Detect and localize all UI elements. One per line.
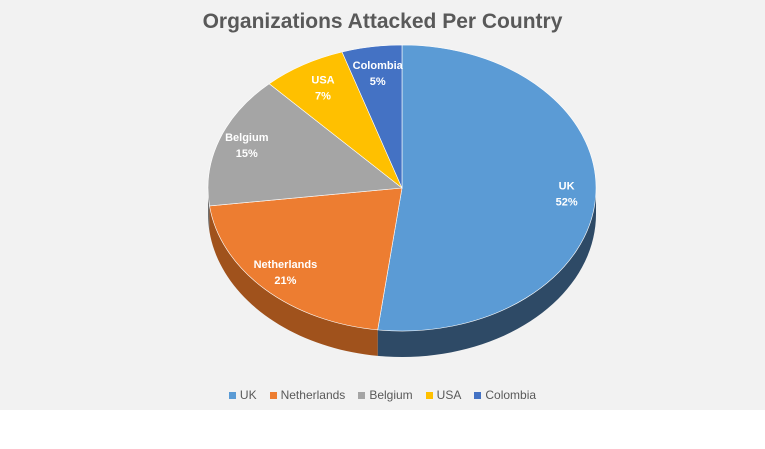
slice-netherlands <box>209 187 403 331</box>
slice-value-netherlands: 21% <box>274 275 296 287</box>
chart-title: Organizations Attacked Per Country <box>202 10 563 33</box>
legend-item-belgium: Belgium <box>358 388 413 402</box>
slice-side-uk <box>377 188 596 357</box>
legend-swatch-belgium <box>358 391 366 399</box>
slice-value-belgium: 15% <box>236 148 258 160</box>
legend-label-uk: UK <box>239 388 257 402</box>
slice-label-colombia: Colombia <box>353 60 404 72</box>
slice-uk <box>377 44 597 332</box>
slice-value-colombia: 5% <box>370 76 386 88</box>
pie-chart: UK 52% Netherlands 21% Belgium 15% USA 7% Colomb… <box>207 44 597 357</box>
slice-label-uk: UK <box>559 181 575 193</box>
slice-label-belgium: Belgium <box>225 132 269 144</box>
legend-item-colombia: Colombia <box>474 388 536 402</box>
slice-value-uk: 52% <box>556 197 578 209</box>
slice-side-netherlands <box>209 205 378 356</box>
legend-label-belgium: Belgium <box>369 388 413 402</box>
legend-swatch-colombia <box>474 391 482 399</box>
legend-item-netherlands: Netherlands <box>269 388 346 402</box>
legend-swatch-uk <box>228 391 236 399</box>
legend-item-uk: UK <box>228 388 257 402</box>
slice-colombia <box>341 44 403 189</box>
legend: UK Netherlands Belgium USA Colombia <box>0 386 765 404</box>
legend-swatch-usa <box>425 391 433 399</box>
slice-label-usa: USA <box>311 75 334 87</box>
legend-item-usa: USA <box>425 388 462 402</box>
slice-label-netherlands: Netherlands <box>254 259 318 271</box>
legend-swatch-netherlands <box>269 391 277 399</box>
slice-value-usa: 7% <box>315 91 331 103</box>
legend-label-usa: USA <box>436 388 462 402</box>
legend-label-netherlands: Netherlands <box>280 388 346 402</box>
legend-label-colombia: Colombia <box>485 388 537 402</box>
slice-belgium <box>207 83 403 207</box>
chart-area: Organizations Attacked Per Country UK 52%… <box>0 0 765 410</box>
